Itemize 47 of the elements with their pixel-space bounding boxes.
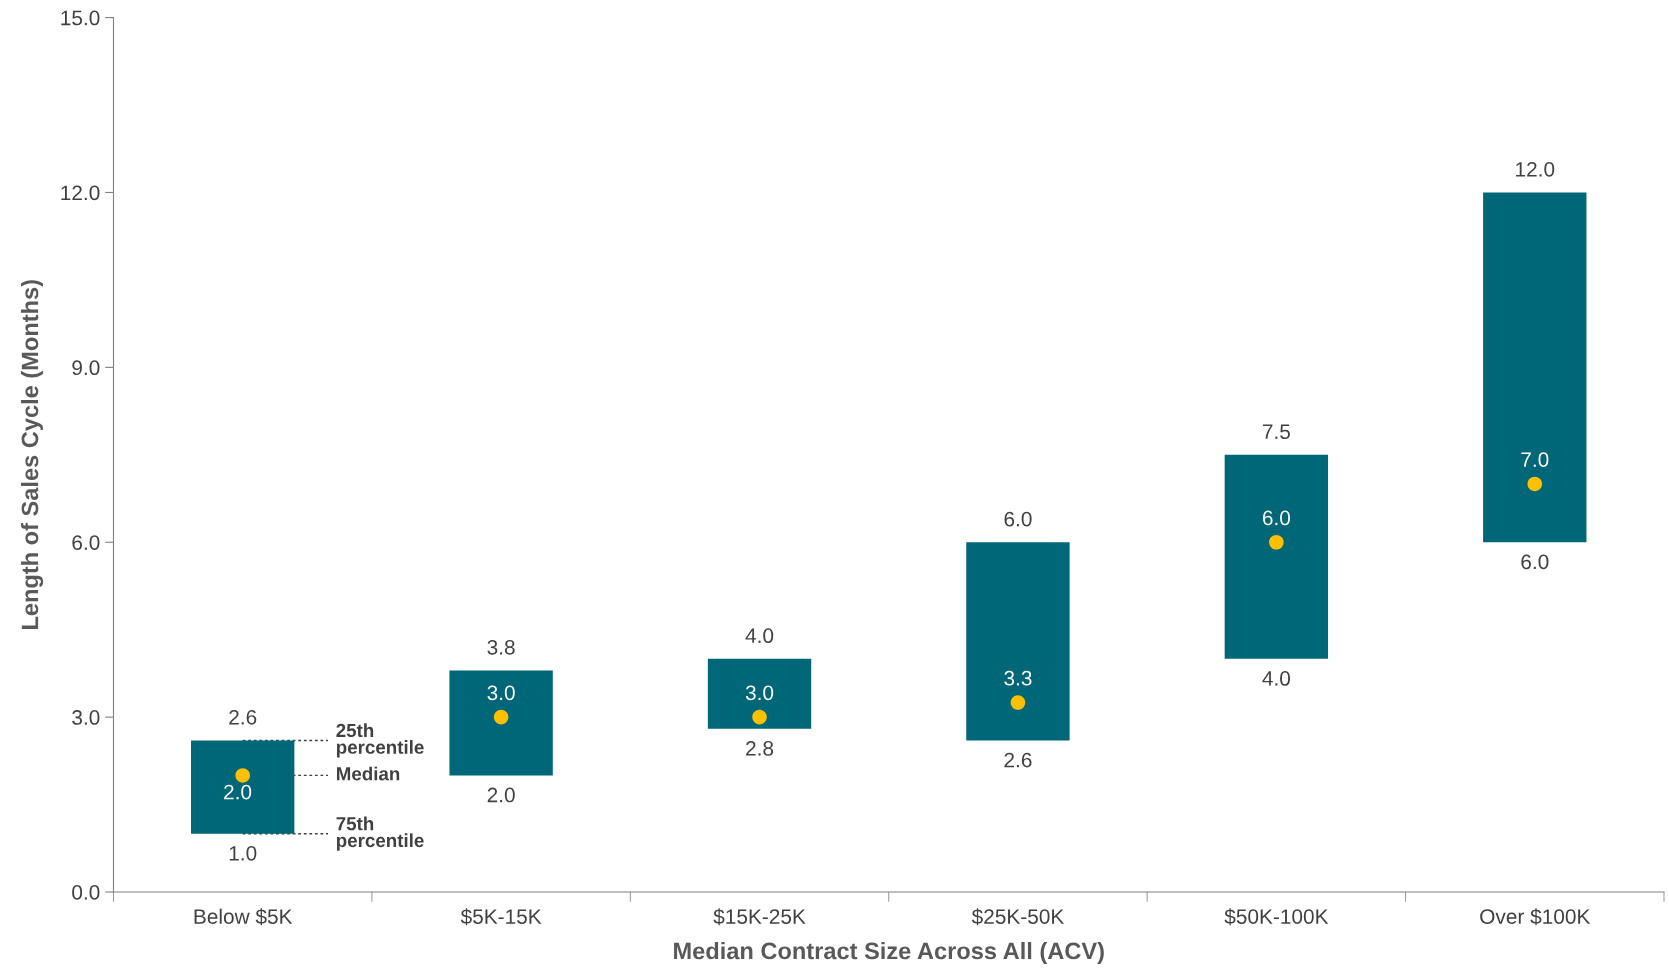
x-tick-label: $25K-50K	[971, 908, 1065, 926]
y-tick-label: 3.0	[72, 710, 100, 725]
x-tick-label: $50K-100K	[1224, 908, 1329, 926]
x-tick-label: Over $100K	[1480, 908, 1591, 926]
y-tick-label: 12.0	[61, 185, 100, 201]
point	[493, 709, 509, 725]
annotation: 2.6	[1004, 752, 1032, 768]
y-tick-label: 0.0	[72, 885, 100, 900]
annotation: 6.0	[1004, 511, 1032, 527]
y-tick-label: 6.0	[72, 535, 100, 550]
annotation: Median	[336, 766, 400, 781]
x-axis-title: Median Contract Size Across All (ACV)	[674, 941, 1104, 964]
data-label: 2.0	[224, 784, 252, 800]
annotation: 7.5	[1262, 424, 1290, 440]
bar	[1483, 192, 1587, 543]
y-axis-title: Length of Sales Cycle (Months)	[20, 280, 44, 629]
annotation: 4.0	[745, 628, 774, 644]
data-label: 3.0	[487, 685, 515, 701]
point	[235, 768, 250, 783]
bar	[966, 542, 1070, 741]
point	[1010, 695, 1026, 710]
annotation: 25th percentile	[336, 723, 424, 758]
data-label: 7.0	[1521, 452, 1549, 467]
bar	[707, 658, 812, 729]
y-tick-label: 15.0	[61, 10, 100, 26]
x-tick-label: $15K-25K	[713, 908, 806, 926]
bar	[1224, 454, 1329, 659]
bar	[449, 670, 553, 776]
data-label: 3.3	[1004, 670, 1032, 686]
annotation: 75th percentile	[336, 816, 424, 851]
point	[1269, 534, 1284, 550]
data-label: 6.0	[1262, 510, 1291, 526]
annotation: 1.0	[229, 845, 257, 861]
annotation: 6.0	[1521, 554, 1549, 570]
y-tick-label: 9.0	[72, 360, 100, 376]
annotation: 12.0	[1516, 161, 1555, 177]
annotation: 2.8	[746, 740, 774, 756]
point	[1527, 476, 1543, 492]
bar	[191, 740, 295, 834]
annotation: 2.6	[229, 709, 257, 725]
x-tick-label: Below $5K	[194, 908, 293, 926]
data-label: 3.0	[745, 685, 774, 701]
x-tick-label: $5K-15K	[460, 908, 542, 926]
point	[752, 709, 767, 725]
annotation: 2.0	[487, 787, 515, 803]
annotation: 4.0	[1262, 671, 1291, 686]
annotation: 3.8	[487, 639, 515, 655]
